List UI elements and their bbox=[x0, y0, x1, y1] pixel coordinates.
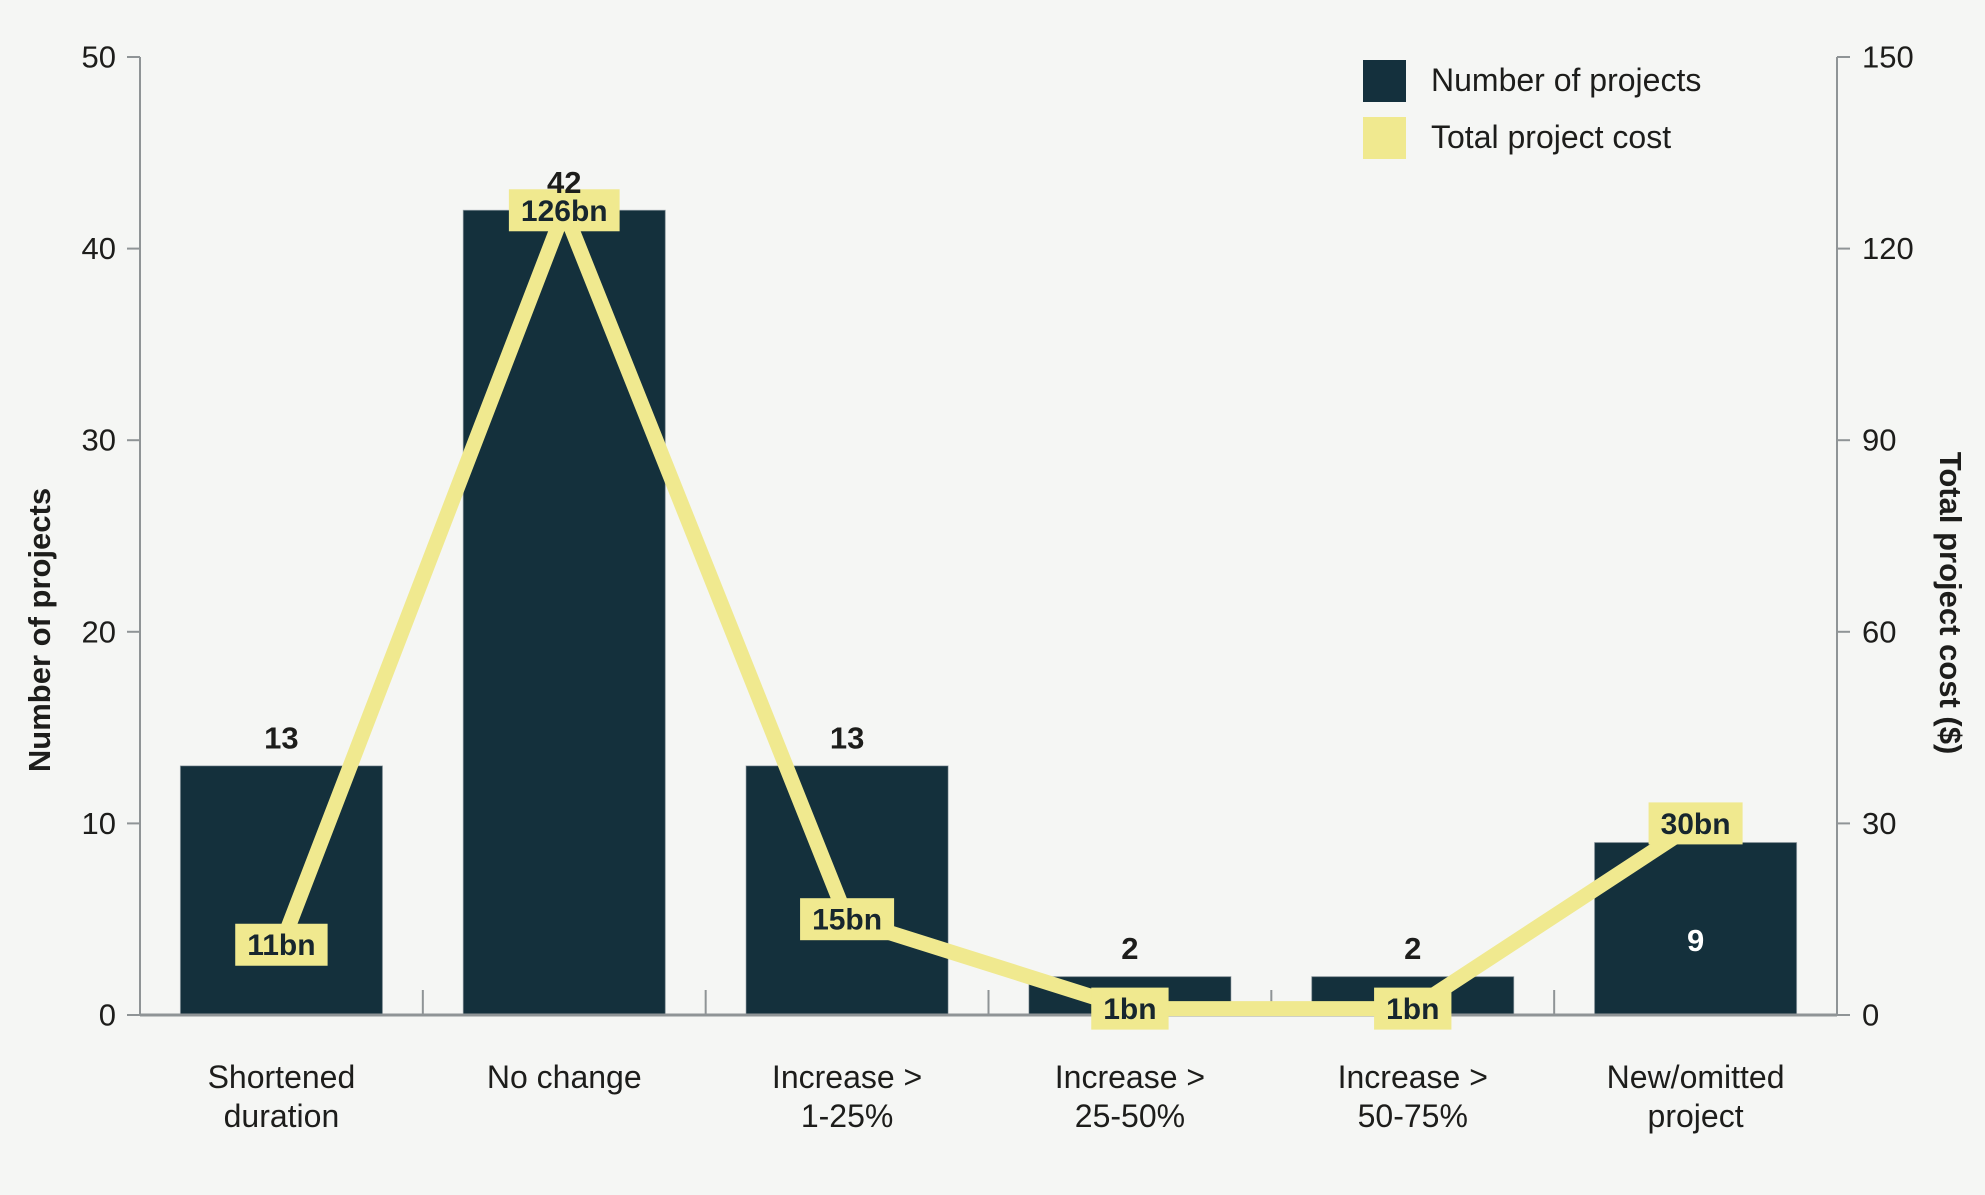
category-label: Increase > bbox=[772, 1059, 922, 1095]
category-label: duration bbox=[224, 1098, 340, 1134]
line-point-label: 15bn bbox=[812, 904, 882, 937]
line-point-label: 1bn bbox=[1386, 993, 1439, 1026]
category-label: Increase > bbox=[1338, 1059, 1488, 1095]
right-axis-tick-label: 0 bbox=[1862, 998, 1879, 1033]
line-point-label-box bbox=[1374, 987, 1452, 1030]
bar-series-swatch-icon bbox=[1363, 59, 1406, 102]
bar-value-label: 9 bbox=[1687, 923, 1704, 958]
cost-line bbox=[274, 189, 1700, 1017]
category-label: No change bbox=[487, 1059, 642, 1095]
right-axis-tick-label: 60 bbox=[1862, 614, 1896, 649]
category-label: 25-50% bbox=[1075, 1098, 1185, 1134]
left-axis-tick-label: 50 bbox=[82, 40, 116, 75]
right-axis-tick-label: 90 bbox=[1862, 423, 1896, 458]
legend-item-number-of-projects: Number of projects bbox=[1363, 59, 1701, 102]
left-axis-tick-label: 10 bbox=[82, 806, 116, 841]
left-axis-title: Number of projects bbox=[22, 487, 57, 773]
bar-value-label: 13 bbox=[830, 720, 864, 755]
line-point-label-box bbox=[1091, 987, 1169, 1030]
bar-value-label: 2 bbox=[1121, 931, 1138, 966]
line-series-swatch-icon bbox=[1363, 116, 1406, 159]
bar-2 bbox=[745, 765, 949, 1016]
line-point-label: 126bn bbox=[521, 195, 608, 228]
left-axis-tick-label: 30 bbox=[82, 423, 116, 458]
right-axis-title: Total project cost ($) bbox=[1933, 451, 1968, 755]
line-point-label-box bbox=[508, 189, 620, 232]
category-label: New/omitted bbox=[1607, 1059, 1785, 1095]
line-point-label: 11bn bbox=[247, 929, 315, 962]
legend-label: Total project cost bbox=[1431, 119, 1672, 155]
line-point-label: 30bn bbox=[1661, 808, 1731, 841]
left-axis-tick-label: 20 bbox=[82, 614, 116, 649]
legend: Number of projects Total project cost bbox=[1363, 59, 1701, 159]
left-axis-tick-label: 40 bbox=[82, 231, 116, 266]
category-label: Increase > bbox=[1055, 1059, 1205, 1095]
line-point-label: 1bn bbox=[1103, 993, 1156, 1026]
right-axis-tick-label: 30 bbox=[1862, 806, 1896, 841]
line-point-label-box bbox=[800, 898, 895, 941]
line-point-label-box bbox=[1648, 802, 1743, 845]
category-label: project bbox=[1648, 1098, 1744, 1134]
bar-1 bbox=[462, 209, 666, 1016]
line-point-label-box bbox=[235, 923, 328, 966]
right-axis-tick-label: 150 bbox=[1862, 40, 1914, 75]
right-axis-tick-label: 120 bbox=[1862, 231, 1914, 266]
category-label: 1-25% bbox=[801, 1098, 894, 1134]
left-axis-tick-label: 0 bbox=[99, 998, 116, 1033]
bar-value-label: 13 bbox=[264, 720, 298, 755]
legend-item-total-project-cost: Total project cost bbox=[1363, 116, 1701, 159]
bar-value-label: 42 bbox=[547, 165, 581, 200]
category-label: 50-75% bbox=[1358, 1098, 1468, 1134]
bar-value-label: 2 bbox=[1404, 931, 1421, 966]
bar-0 bbox=[179, 765, 383, 1016]
legend-label: Number of projects bbox=[1431, 62, 1702, 98]
category-label: Shortened bbox=[208, 1059, 356, 1095]
